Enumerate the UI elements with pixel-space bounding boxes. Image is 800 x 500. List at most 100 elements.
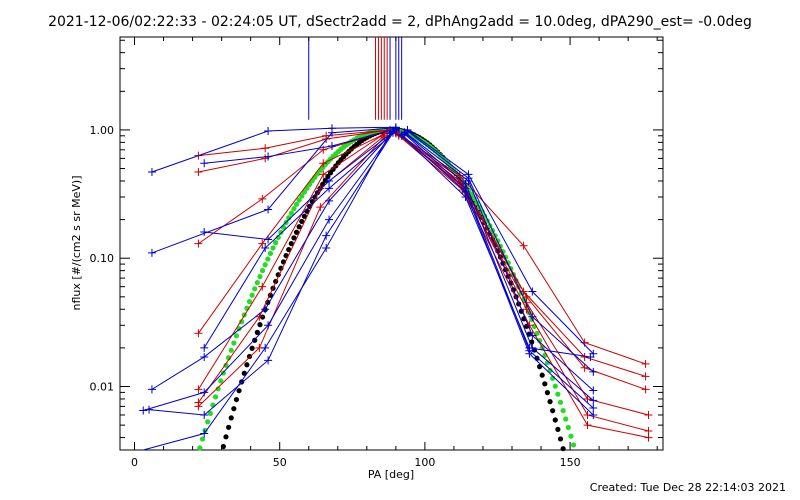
blue-series-line	[151, 127, 396, 254]
blue-data-point	[327, 141, 336, 150]
green-fit-point	[265, 256, 271, 262]
green-fit-point	[212, 394, 219, 400]
red-data-point	[258, 282, 267, 291]
green-fit-point	[267, 250, 274, 257]
x-tick-label: 0	[131, 456, 138, 469]
black-fit-point	[288, 241, 294, 247]
green-fit-point	[278, 229, 284, 235]
red-series	[194, 125, 395, 176]
blue-data-point	[200, 388, 209, 397]
blue-data-point	[200, 429, 209, 438]
blue-series-line	[143, 133, 391, 451]
black-fit-point	[296, 224, 302, 230]
x-axis-label: PA [deg]	[368, 468, 414, 481]
red-data-point	[641, 372, 650, 381]
blue-data-point	[589, 396, 598, 405]
blue-data-point	[200, 228, 209, 237]
blue-series-line	[404, 133, 594, 409]
green-fit-point	[534, 330, 540, 337]
blue-data-point	[261, 305, 270, 314]
red-series	[394, 131, 653, 442]
blue-series	[400, 129, 598, 413]
green-fit-point	[560, 408, 566, 414]
blue-data-point	[589, 404, 598, 413]
red-data-point	[194, 402, 203, 411]
green-fit-point	[552, 383, 558, 389]
black-fit-point	[560, 446, 566, 452]
green-fit-point	[226, 355, 232, 361]
blue-data-point	[528, 312, 537, 321]
green-fit-point	[223, 362, 229, 368]
blue-data-point	[397, 131, 406, 140]
black-fit-point	[226, 424, 232, 430]
black-fit-point	[286, 246, 292, 253]
blue-data-point	[264, 356, 273, 365]
blue-series-line	[148, 132, 394, 416]
x-tick-label: 150	[560, 456, 581, 469]
blue-data-point	[261, 244, 270, 253]
blue-series	[400, 128, 598, 405]
green-fit-point	[568, 433, 574, 439]
green-fit-point	[215, 386, 221, 392]
blue-data-point	[139, 406, 148, 415]
black-fit-point	[544, 390, 551, 396]
red-series	[394, 130, 653, 436]
green-fit-point	[273, 240, 279, 246]
blue-series-line	[404, 131, 594, 391]
green-fit-point	[249, 292, 255, 298]
red-data-point	[261, 144, 270, 153]
red-series-line	[198, 130, 388, 245]
x-tick-label: 50	[273, 456, 287, 469]
blue-data-point	[264, 127, 273, 136]
red-series	[194, 128, 392, 338]
red-data-point	[258, 194, 267, 203]
black-fit-point	[552, 417, 558, 423]
black-fit-point	[322, 177, 328, 183]
blue-series	[147, 123, 400, 176]
red-series-line	[198, 129, 391, 157]
blue-data-point	[145, 405, 154, 414]
y-tick-label: 1.00	[90, 124, 115, 137]
blue-series-line	[151, 126, 396, 173]
blue-data-point	[322, 231, 331, 240]
red-series-line	[197, 135, 385, 403]
blue-data-point	[200, 159, 209, 168]
red-series	[194, 133, 389, 411]
black-fit-point	[233, 396, 240, 403]
black-fit-point	[555, 426, 561, 432]
black-fit-point	[241, 370, 247, 376]
x-tick-label: 100	[414, 456, 435, 469]
y-tick-label: 0.10	[90, 252, 115, 265]
green-fit-point	[563, 416, 569, 422]
blue-series-line	[204, 129, 397, 240]
red-data-point	[583, 394, 592, 403]
green-fit-point	[301, 189, 307, 195]
blue-series	[147, 127, 397, 394]
red-data-point	[258, 239, 267, 248]
green-fit-point	[270, 245, 276, 251]
blue-data-point	[322, 244, 331, 253]
green-fit-point	[254, 280, 260, 286]
red-series-line	[398, 135, 649, 439]
red-series	[391, 129, 650, 394]
blue-series-line	[404, 132, 594, 401]
created-timestamp: Created: Tue Dec 28 22:14:03 2021	[589, 481, 786, 494]
black-fit-point	[539, 372, 545, 378]
green-fit-point	[218, 378, 224, 384]
blue-data-point	[264, 321, 273, 330]
y-tick-label: 0.01	[90, 381, 115, 394]
black-fit-point	[293, 229, 300, 235]
red-series-line	[198, 136, 385, 407]
blue-data-point	[147, 248, 156, 257]
red-series	[194, 129, 389, 394]
blue-data-point	[325, 176, 334, 185]
green-fit-point	[262, 262, 268, 268]
black-fit-point	[236, 388, 242, 394]
green-fit-point	[257, 273, 263, 280]
green-fit-point	[246, 299, 253, 305]
black-fit-point	[547, 399, 553, 405]
green-fit-point	[199, 436, 206, 442]
blue-series	[403, 127, 598, 376]
red-data-point	[319, 170, 328, 179]
